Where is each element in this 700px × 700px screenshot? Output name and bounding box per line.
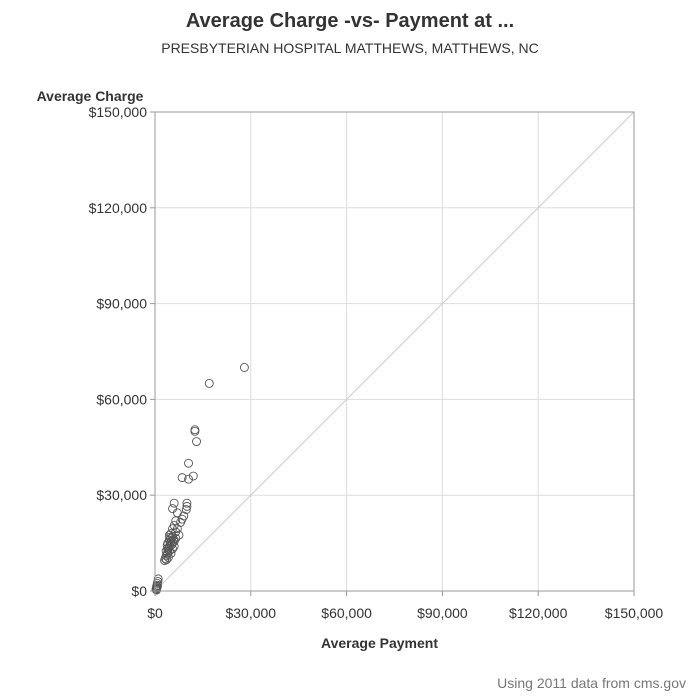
- data-point-13: [168, 504, 178, 514]
- data-point-0: [239, 363, 249, 372]
- y-tick-label-4: $120,000: [89, 200, 148, 216]
- x-tick-label-4: $120,000: [509, 605, 568, 621]
- data-point-61: [151, 584, 161, 594]
- data-point-53: [169, 534, 178, 544]
- reference-line: [154, 111, 635, 592]
- data-point-1: [204, 378, 214, 388]
- data-point-10: [182, 498, 192, 508]
- data-points: [151, 363, 249, 595]
- data-point-48: [162, 555, 171, 565]
- x-tick-label-0: $0: [147, 605, 163, 621]
- chart-title: Average Charge -vs- Payment at ...: [185, 10, 515, 32]
- data-point-12: [181, 505, 191, 515]
- y-tick-label-1: $30,000: [96, 487, 147, 503]
- data-point-5: [184, 458, 193, 468]
- data-point-40: [164, 546, 174, 556]
- x-tick-label-5: $150,000: [605, 605, 664, 621]
- data-point-62: [152, 585, 162, 595]
- y-axis-label: Average Charge: [37, 88, 144, 104]
- y-axis-ticks: $0 $30,000 $60,000 $90,000 $120,000 $150,000: [89, 104, 155, 599]
- plot-frame: [154, 111, 635, 592]
- chart-subtitle: PRESBYTERIAN HOSPITAL MATTHEWS, MATTHEWS…: [161, 40, 539, 56]
- data-point-4: [192, 437, 201, 447]
- data-point-11: [182, 501, 192, 511]
- x-tick-label-3: $90,000: [417, 605, 468, 621]
- x-axis-ticks: $0 $30,000 $60,000 $90,000 $120,000 $150,000: [147, 591, 663, 621]
- y-tick-label-2: $60,000: [96, 391, 147, 407]
- data-point-8: [177, 473, 187, 483]
- data-point-49: [160, 556, 170, 566]
- data-point-9: [169, 498, 179, 508]
- x-tick-label-1: $30,000: [225, 605, 276, 621]
- data-point-6: [188, 471, 198, 481]
- data-point-7: [184, 474, 193, 484]
- y-tick-label-0: $0: [131, 583, 147, 599]
- data-point-3: [190, 426, 200, 436]
- x-axis-label: Average Payment: [321, 635, 438, 651]
- x-tick-label-2: $60,000: [321, 605, 372, 621]
- footnote: Using 2011 data from cms.gov: [497, 675, 686, 691]
- y-tick-label-5: $150,000: [89, 104, 148, 120]
- y-tick-label-3: $90,000: [96, 296, 147, 312]
